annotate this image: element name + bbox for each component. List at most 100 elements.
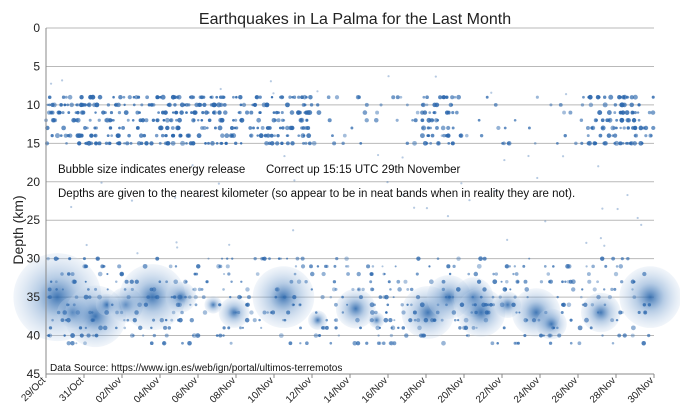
event-dot (149, 287, 154, 292)
event-dot (393, 319, 396, 322)
event-dot (97, 118, 101, 122)
event-dot (544, 310, 548, 315)
event-dot (79, 110, 85, 115)
event-dot (82, 257, 86, 261)
event-dot (455, 110, 459, 115)
event-dot (157, 111, 160, 114)
event-dot (333, 264, 337, 268)
event-dot (185, 142, 188, 145)
event-dot (432, 318, 436, 322)
bubble (308, 310, 328, 330)
event-dot (200, 288, 204, 291)
event-dot (137, 302, 142, 308)
event-dot (492, 272, 495, 276)
event-dot (296, 110, 301, 115)
event-dot (377, 334, 380, 337)
event-dot (651, 95, 655, 99)
x-tick-label: 08/Nov (208, 375, 238, 405)
event-dot (457, 319, 460, 322)
event-dot (129, 333, 135, 338)
event-dot (428, 265, 431, 268)
event-dot (280, 118, 285, 122)
event-dot (123, 142, 126, 145)
event-dot (55, 288, 58, 291)
event-dot (164, 117, 170, 123)
event-dot (632, 295, 637, 299)
event-dot (67, 272, 71, 276)
event-dot (292, 303, 295, 306)
event-dot (630, 333, 635, 338)
event-dot (66, 317, 71, 323)
event-dot (371, 287, 375, 291)
event-dot (386, 181, 389, 184)
event-dot (425, 142, 429, 145)
event-dot (129, 279, 134, 284)
event-dot (451, 111, 455, 115)
event-dot (124, 279, 129, 284)
event-dot (471, 295, 474, 299)
event-dot (218, 303, 222, 307)
event-dot (619, 117, 625, 123)
event-dot (116, 133, 121, 138)
event-dot (515, 341, 519, 345)
event-dot (155, 118, 160, 122)
event-dot (63, 133, 68, 138)
event-dot (96, 257, 100, 261)
event-dot (170, 295, 174, 299)
event-dot (123, 103, 126, 107)
event-dot (100, 181, 103, 184)
event-dot (215, 95, 219, 99)
event-dot (187, 340, 192, 346)
event-dot (290, 125, 295, 131)
event-dot (93, 141, 99, 146)
event-dot (581, 288, 584, 291)
event-dot (598, 95, 601, 99)
event-dot (491, 295, 495, 299)
event-dot (401, 326, 406, 330)
event-dot (266, 133, 271, 138)
event-dot (205, 280, 209, 284)
event-dot (618, 310, 623, 315)
event-dot (364, 118, 369, 123)
event-dot (465, 334, 468, 337)
event-dot (602, 102, 608, 108)
event-dot (175, 302, 181, 308)
event-dot (436, 303, 440, 307)
event-dot (170, 318, 174, 322)
event-dot (442, 133, 446, 138)
event-dot (369, 302, 375, 308)
event-dot (375, 325, 380, 331)
event-dot (299, 326, 302, 330)
event-dot (149, 341, 154, 346)
event-dot (94, 111, 97, 114)
event-dot (56, 310, 61, 315)
event-dot (516, 341, 520, 345)
event-dot (515, 311, 518, 314)
event-dot (149, 141, 154, 146)
event-dot (434, 75, 437, 78)
event-dot (304, 280, 308, 284)
event-dot (175, 118, 178, 122)
event-dot (633, 125, 638, 131)
event-dot (583, 302, 588, 307)
event-dot (224, 133, 230, 139)
event-dot (154, 295, 158, 299)
event-dot (283, 318, 287, 322)
event-dot (84, 326, 87, 330)
event-dot (584, 317, 589, 323)
event-dot (597, 165, 600, 168)
event-dot (106, 272, 109, 276)
event-dot (342, 133, 347, 138)
event-dot (638, 125, 644, 131)
event-dot (388, 318, 393, 323)
event-dot (329, 295, 333, 299)
event-dot (100, 264, 105, 269)
event-dot (630, 325, 636, 331)
event-dot (448, 102, 454, 108)
event-dot (46, 256, 50, 261)
event-dot (115, 310, 119, 315)
event-dot (151, 118, 156, 122)
event-dot (608, 94, 614, 100)
event-dot (615, 126, 618, 130)
event-dot (189, 318, 194, 323)
